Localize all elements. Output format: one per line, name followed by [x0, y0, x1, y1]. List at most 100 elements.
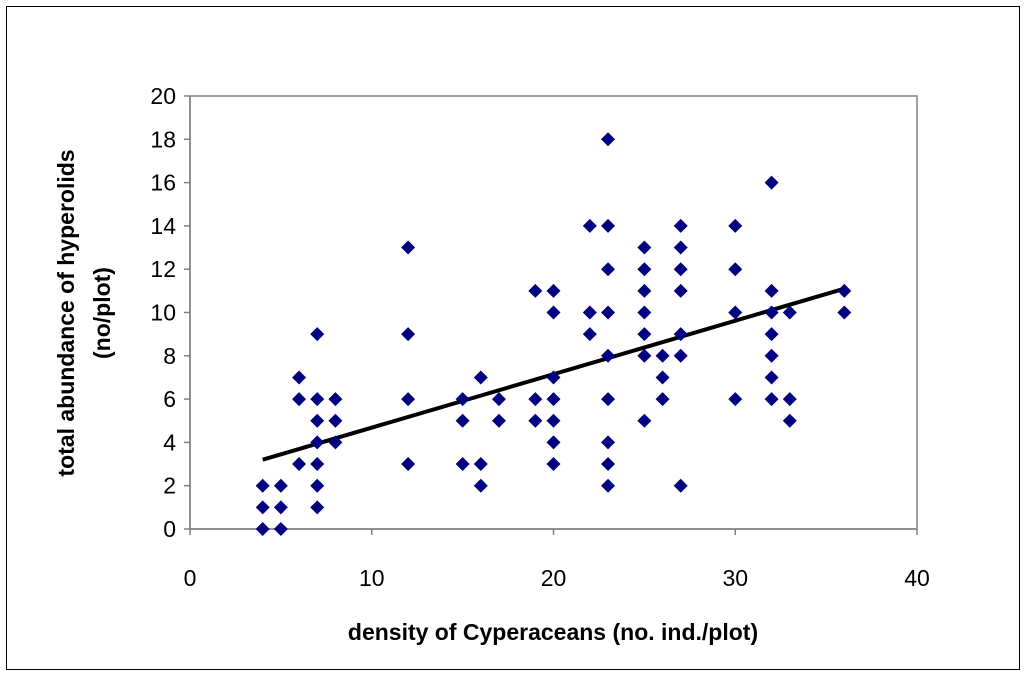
data-point — [764, 348, 779, 363]
data-point — [764, 305, 779, 320]
data-point — [292, 457, 307, 472]
data-point — [255, 500, 270, 515]
data-point — [601, 218, 616, 233]
data-point — [328, 392, 343, 407]
y-tick-label: 20 — [150, 83, 176, 109]
data-point — [728, 218, 743, 233]
data-point — [255, 522, 270, 536]
data-point — [310, 392, 325, 407]
data-point — [655, 348, 670, 363]
data-point — [601, 457, 616, 472]
data-point — [601, 348, 616, 363]
data-point — [310, 435, 325, 450]
y-tick-label: 10 — [150, 300, 176, 326]
data-point — [637, 283, 652, 298]
data-point — [582, 305, 597, 320]
x-tick-label: 10 — [359, 565, 385, 591]
data-point — [528, 413, 543, 428]
data-point — [728, 262, 743, 277]
data-point — [310, 500, 325, 515]
data-point — [673, 218, 688, 233]
data-point — [601, 305, 616, 320]
data-point — [782, 392, 797, 407]
data-point — [491, 413, 506, 428]
data-point — [673, 348, 688, 363]
data-point — [455, 457, 470, 472]
data-point — [764, 175, 779, 190]
y-axis-title: total abundance of hyperolids (no/plot) — [53, 149, 115, 476]
y-tick-label: 4 — [163, 429, 176, 455]
x-axis: 0 10 20 30 40 — [184, 528, 930, 591]
data-point — [273, 522, 288, 536]
data-point — [528, 283, 543, 298]
data-point — [655, 370, 670, 385]
y-tick-label: 18 — [150, 126, 176, 152]
data-point — [401, 392, 416, 407]
data-point — [582, 218, 597, 233]
data-point — [673, 240, 688, 255]
data-point — [637, 240, 652, 255]
data-point — [601, 435, 616, 450]
data-point — [637, 348, 652, 363]
data-point — [310, 327, 325, 342]
x-tick-label: 30 — [722, 565, 748, 591]
y-tick-label: 14 — [150, 213, 176, 239]
data-point — [546, 457, 561, 472]
y-tick-label: 6 — [163, 386, 176, 412]
y-axis-title-line-2: (no/plot) — [89, 267, 115, 359]
data-point — [528, 392, 543, 407]
data-point — [728, 305, 743, 320]
y-tick-label: 16 — [150, 170, 176, 196]
data-point — [546, 283, 561, 298]
x-axis-title: density of Cyperaceans (no. ind./plot) — [348, 619, 758, 645]
y-tick-label: 12 — [150, 256, 176, 282]
data-point — [328, 435, 343, 450]
data-point — [546, 370, 561, 385]
data-point — [310, 413, 325, 428]
data-point — [546, 435, 561, 450]
data-point — [673, 478, 688, 493]
data-point — [601, 262, 616, 277]
data-point — [328, 413, 343, 428]
data-point — [673, 262, 688, 277]
data-point — [455, 392, 470, 407]
data-point — [546, 392, 561, 407]
data-point — [473, 478, 488, 493]
data-point — [728, 392, 743, 407]
x-tick-label: 0 — [184, 565, 197, 591]
y-tick-label: 2 — [163, 473, 176, 499]
data-point — [837, 305, 852, 320]
x-tick-label: 20 — [541, 565, 567, 591]
data-point — [273, 478, 288, 493]
data-point — [673, 283, 688, 298]
data-point — [455, 413, 470, 428]
data-point — [491, 392, 506, 407]
data-point — [764, 392, 779, 407]
y-tick-label: 8 — [163, 343, 176, 369]
data-point — [764, 283, 779, 298]
x-tick-label: 40 — [904, 565, 930, 591]
data-point — [401, 457, 416, 472]
data-point — [764, 327, 779, 342]
data-point — [292, 392, 307, 407]
data-point — [273, 500, 288, 515]
data-point — [255, 478, 270, 493]
data-point — [582, 327, 597, 342]
data-point — [473, 370, 488, 385]
data-point — [673, 327, 688, 342]
data-point — [601, 132, 616, 147]
data-point — [637, 262, 652, 277]
data-point — [837, 283, 852, 298]
data-point — [764, 370, 779, 385]
data-point — [782, 305, 797, 320]
data-point — [782, 413, 797, 428]
data-points — [255, 132, 852, 536]
data-point — [637, 305, 652, 320]
data-point — [637, 327, 652, 342]
data-point — [473, 457, 488, 472]
y-tick-label: 0 — [163, 516, 176, 542]
y-axis: 0 2 4 6 8 10 12 14 16 18 20 — [150, 83, 191, 542]
data-point — [292, 370, 307, 385]
data-point — [655, 392, 670, 407]
